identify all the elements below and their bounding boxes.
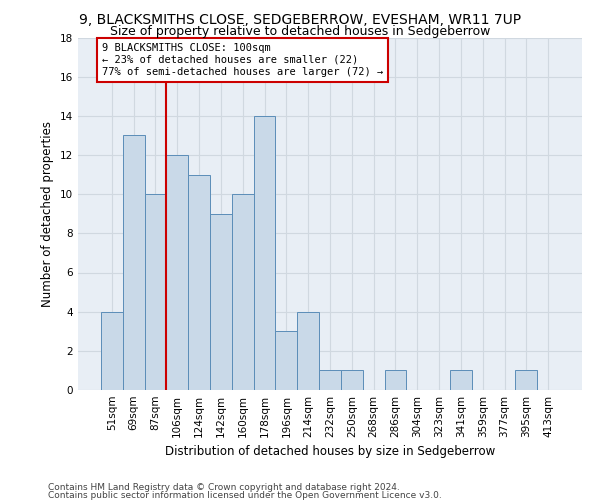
Bar [254, 116, 275, 390]
X-axis label: Distribution of detached houses by size in Sedgeberrow: Distribution of detached houses by size … [165, 446, 495, 458]
Bar [123, 136, 145, 390]
Bar [166, 155, 188, 390]
Text: 9 BLACKSMITHS CLOSE: 100sqm
← 23% of detached houses are smaller (22)
77% of sem: 9 BLACKSMITHS CLOSE: 100sqm ← 23% of det… [102, 44, 383, 76]
Bar [210, 214, 232, 390]
Bar [341, 370, 363, 390]
Bar [319, 370, 341, 390]
Text: Contains public sector information licensed under the Open Government Licence v3: Contains public sector information licen… [48, 490, 442, 500]
Text: 9, BLACKSMITHS CLOSE, SEDGEBERROW, EVESHAM, WR11 7UP: 9, BLACKSMITHS CLOSE, SEDGEBERROW, EVESH… [79, 12, 521, 26]
Bar [101, 312, 123, 390]
Bar [145, 194, 166, 390]
Text: Size of property relative to detached houses in Sedgeberrow: Size of property relative to detached ho… [110, 25, 490, 38]
Bar [297, 312, 319, 390]
Bar [232, 194, 254, 390]
Bar [450, 370, 472, 390]
Bar [515, 370, 537, 390]
Bar [275, 331, 297, 390]
Bar [385, 370, 406, 390]
Bar [188, 174, 210, 390]
Text: Contains HM Land Registry data © Crown copyright and database right 2024.: Contains HM Land Registry data © Crown c… [48, 484, 400, 492]
Y-axis label: Number of detached properties: Number of detached properties [41, 120, 55, 306]
